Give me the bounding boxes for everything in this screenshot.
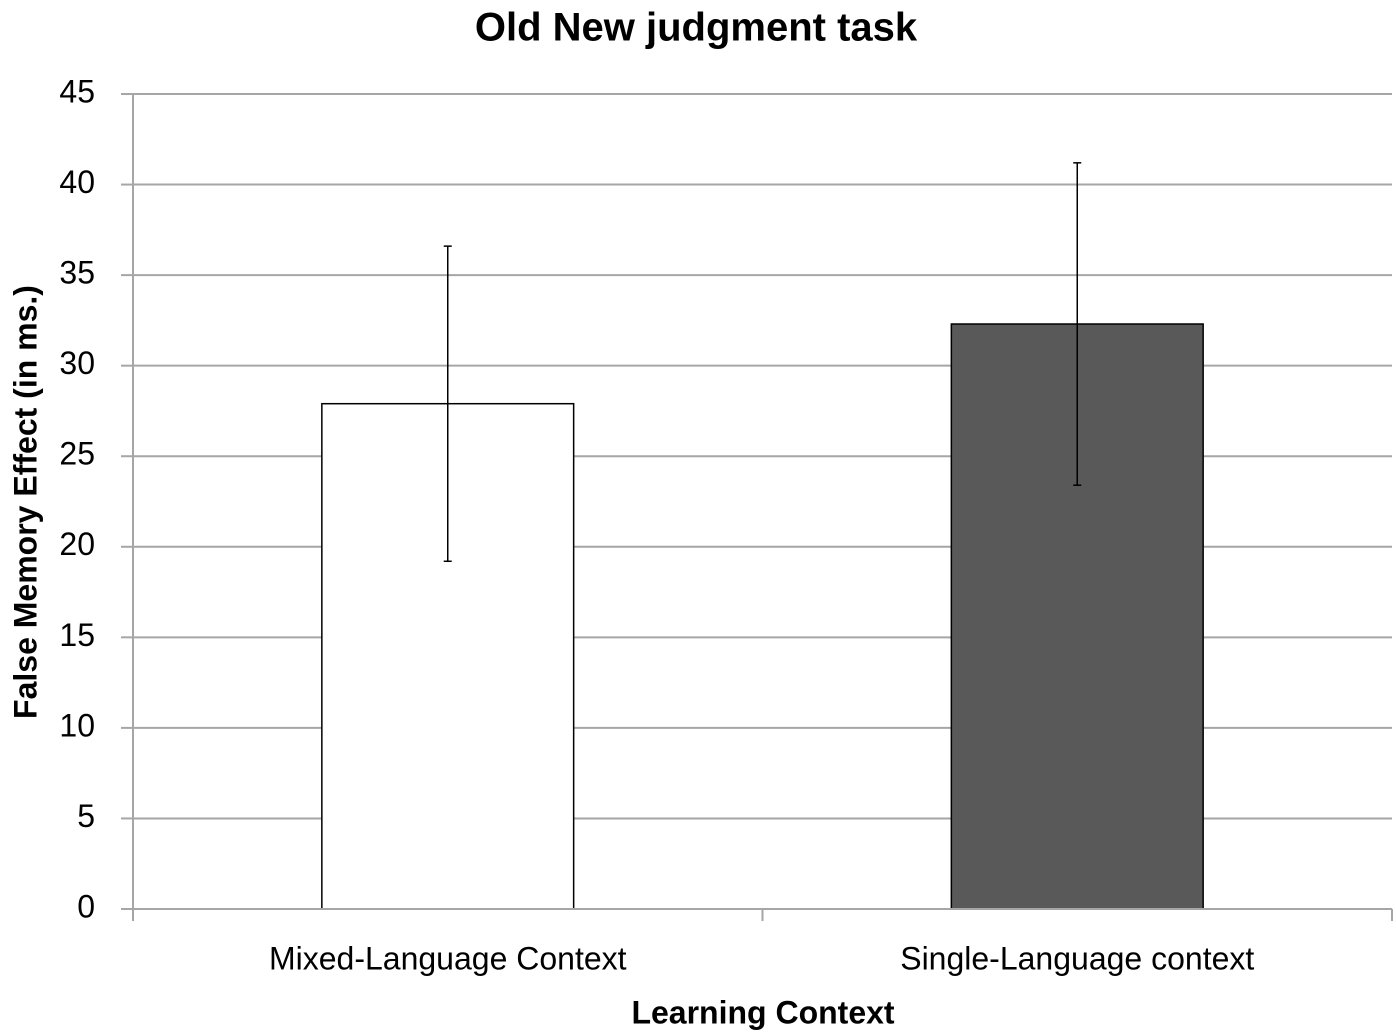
y-tick-label: 15	[59, 617, 95, 653]
y-tick-label: 10	[59, 707, 95, 743]
y-tick-label: 30	[59, 345, 95, 381]
y-tick-label: 20	[59, 526, 95, 562]
y-axis-title: False Memory Effect (in ms.)	[7, 285, 43, 719]
y-tick-label: 35	[59, 255, 95, 291]
y-tick-label: 40	[59, 164, 95, 200]
x-tick-label: Single-Language context	[900, 940, 1254, 976]
chart-title: Old New judgment task	[475, 6, 918, 50]
x-tick-label: Mixed-Language Context	[269, 940, 627, 976]
y-tick-label: 5	[77, 798, 95, 834]
y-tick-label: 25	[59, 436, 95, 472]
x-axis-title: Learning Context	[631, 994, 894, 1030]
y-tick-label: 0	[77, 888, 95, 924]
y-tick-label: 45	[59, 73, 95, 109]
